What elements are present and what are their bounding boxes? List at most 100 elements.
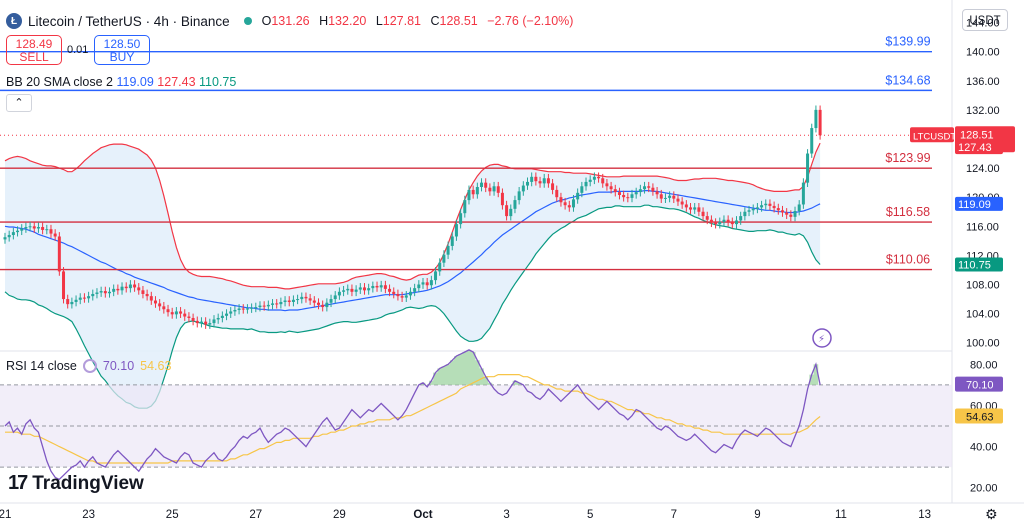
time-tick-label: 9 [754, 509, 760, 521]
candle-body [304, 296, 308, 299]
candle-body [225, 313, 229, 316]
candle-body [262, 305, 266, 307]
candle-body [170, 312, 174, 315]
candle-body [45, 229, 49, 231]
candle-body [530, 176, 534, 182]
candle-body [362, 287, 366, 291]
level-label: $116.58 [886, 205, 930, 219]
candle-body [91, 293, 95, 297]
candle-body [233, 309, 237, 312]
rsi-ma-tag: 54.63 [966, 411, 994, 423]
price-change: −2.76 (−2.10%) [487, 14, 574, 28]
candle-body [358, 287, 362, 290]
time-tick-label: 7 [671, 509, 677, 521]
candle-body [571, 199, 575, 208]
candle-body [801, 182, 805, 205]
candle-body [797, 204, 801, 212]
candle-body [496, 186, 500, 193]
candle-body [287, 300, 291, 302]
candle-body [680, 201, 684, 205]
candle-body [622, 195, 626, 198]
candle-body [810, 128, 814, 154]
candle-body [199, 321, 203, 324]
candle-body [714, 222, 718, 225]
candle-body [693, 207, 697, 210]
candle-body [647, 186, 651, 188]
candle-body [388, 288, 392, 292]
rsi-line [4, 349, 821, 481]
buy-button[interactable]: 128.50 BUY [94, 35, 150, 65]
bb-basis-value: 119.09 [116, 75, 154, 89]
collapse-legend-button[interactable]: ⌃ [6, 94, 32, 112]
rsi-tick-label: 80.00 [970, 359, 998, 371]
candle-body [793, 211, 797, 217]
candle-body [663, 197, 667, 199]
candle-body [53, 233, 57, 237]
currency-selector[interactable]: USDT [962, 9, 1008, 31]
level-label: $123.99 [885, 151, 930, 165]
candle-body [279, 301, 283, 305]
candle-body [689, 207, 693, 210]
candle-body [124, 286, 128, 289]
candle-body [179, 311, 183, 314]
candle-body [3, 237, 7, 240]
candle-body [208, 323, 212, 325]
rsi-legend[interactable]: RSI 14 close 70.10 54.63 [6, 359, 172, 373]
candle-body [638, 189, 642, 193]
rsi-value: 70.10 [102, 359, 135, 373]
rsi-ma-value: 54.63 [140, 359, 172, 373]
candle-body [308, 298, 312, 301]
symbol-tag: LTCUSDT [913, 131, 956, 142]
candle-body [354, 289, 358, 292]
candle-body [538, 181, 542, 184]
candle-body [722, 219, 726, 222]
candle-body [705, 216, 709, 220]
candle-body [806, 153, 810, 183]
time-tick-label: 3 [503, 509, 509, 521]
candle-body [325, 302, 329, 308]
rsi-value-tag-bg [955, 376, 1003, 392]
time-tick-label: Oct [413, 509, 432, 521]
bb-legend[interactable]: BB 20 SMA close 2 119.09 127.43 110.75 [6, 75, 237, 89]
candle-body [442, 254, 446, 263]
candle-body [480, 182, 484, 188]
price-tick-label: 116.00 [966, 221, 999, 233]
candle-body [567, 205, 571, 208]
candle-body [337, 291, 341, 296]
candle-body [517, 191, 521, 201]
candle-body [250, 307, 254, 309]
candle-body [780, 210, 784, 213]
candle-body [329, 299, 333, 303]
candle-body [551, 183, 555, 190]
candle-body [162, 306, 166, 310]
settings-gear-icon[interactable]: ⚙ [985, 506, 998, 522]
candle-body [718, 221, 722, 225]
candle-body [95, 292, 99, 294]
chart-title[interactable]: Litecoin / TetherUS · 4h · Binance [28, 13, 230, 29]
candle-body [601, 178, 605, 184]
candle-body [576, 192, 580, 200]
candle-body [212, 319, 216, 324]
candle-body [559, 197, 563, 203]
candle-body [237, 308, 241, 310]
bb-upper-line [4, 142, 821, 290]
candle-body [400, 296, 404, 298]
candle-body [726, 219, 730, 222]
candle-body [78, 297, 82, 300]
candle-body [751, 208, 755, 211]
candle-body [634, 192, 638, 195]
candle-body [684, 204, 688, 208]
candle-body [128, 284, 132, 289]
candle-body [617, 192, 621, 196]
candle-body [245, 308, 249, 310]
time-tick-label: 23 [82, 509, 95, 521]
sell-button[interactable]: 128.49 SELL [6, 35, 62, 65]
spread-value: 0.01 [67, 44, 89, 56]
candle-body [413, 288, 417, 292]
candle-body [613, 189, 617, 193]
candle-body [592, 176, 596, 180]
candle-body [450, 236, 454, 246]
candle-body [789, 214, 793, 217]
candle-body [346, 288, 350, 291]
